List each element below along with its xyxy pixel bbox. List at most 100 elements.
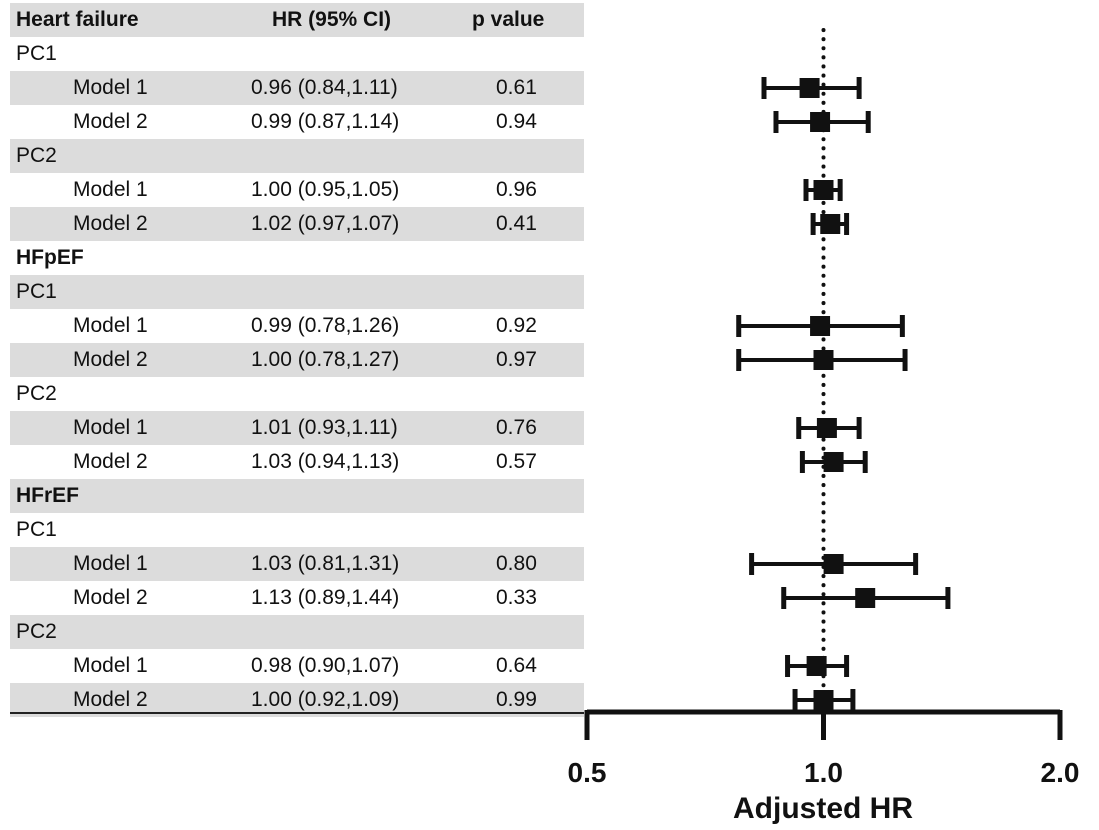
hr-ci-value: 0.99 (0.78,1.26) (251, 314, 400, 337)
p-value: 0.33 (496, 586, 537, 609)
point-marker (823, 554, 844, 574)
row-label: Model 2 (73, 348, 148, 371)
table-row: HFrEF (10, 479, 584, 513)
row-label: HFrEF (16, 484, 79, 507)
point-marker (816, 418, 837, 438)
hr-ci-value: 1.02 (0.97,1.07) (251, 212, 400, 235)
point-marker (813, 690, 834, 710)
table-row: Model 2 1.00 (0.78,1.27) 0.97 (10, 343, 584, 377)
row-label: PC1 (16, 518, 57, 541)
point-marker (823, 452, 844, 472)
ci-point (749, 553, 919, 575)
point-marker (813, 350, 834, 370)
row-label: Model 2 (73, 586, 148, 609)
table-row: HFpEF (10, 241, 584, 275)
row-label: Model 1 (73, 178, 148, 201)
x-tick-label: 2.0 (1041, 757, 1080, 788)
p-value: 0.97 (496, 348, 537, 371)
p-value: 0.76 (496, 416, 537, 439)
row-label: Model 2 (73, 450, 148, 473)
table-row: Model 2 1.02 (0.97,1.07) 0.41 (10, 207, 584, 241)
table-row: PC2 (10, 377, 584, 411)
table-row: PC2 (10, 139, 584, 173)
x-axis: 0.5 1.0 2.0 (568, 709, 1080, 788)
row-label: Model 2 (73, 688, 148, 711)
point-marker (813, 180, 834, 200)
x-axis-label: Adjusted HR (733, 792, 913, 825)
ci-point (785, 655, 850, 677)
point-marker (820, 214, 841, 234)
header-hr-ci: HR (95% CI) (272, 8, 392, 31)
table-row: Model 1 1.00 (0.95,1.05) 0.96 (10, 173, 584, 207)
ci-point (761, 77, 862, 99)
p-value: 0.99 (496, 688, 537, 711)
table-row: PC2 (10, 615, 584, 649)
table-row: Model 2 0.99 (0.87,1.14) 0.94 (10, 105, 584, 139)
p-value: 0.80 (496, 552, 537, 575)
table-row: PC1 (10, 37, 584, 71)
hr-ci-value: 0.99 (0.87,1.14) (251, 110, 400, 133)
table-row: Model 2 1.00 (0.92,1.09) 0.99 (10, 683, 584, 717)
p-value: 0.94 (496, 110, 537, 133)
x-tick-label: 1.0 (804, 757, 843, 788)
point-marker (806, 656, 827, 676)
point-marker (799, 78, 820, 98)
header-heart-failure: Heart failure (16, 8, 139, 31)
hr-ci-value: 1.00 (0.95,1.05) (251, 178, 400, 201)
row-label: Model 1 (73, 314, 148, 337)
hr-ci-value: 1.00 (0.92,1.09) (251, 688, 400, 711)
hr-ci-value: 1.03 (0.81,1.31) (251, 552, 400, 575)
table-row: Model 2 1.13 (0.89,1.44) 0.33 (10, 581, 584, 615)
row-label: PC2 (16, 144, 57, 167)
table-header-row: Heart failure HR (95% CI) p value (10, 3, 584, 37)
hr-ci-value: 1.13 (0.89,1.44) (251, 586, 400, 609)
ci-point (773, 111, 871, 133)
x-tick-label: 0.5 (568, 757, 607, 788)
p-value: 0.41 (496, 212, 537, 235)
row-label: PC2 (16, 620, 57, 643)
hr-ci-value: 1.01 (0.93,1.11) (251, 416, 398, 439)
p-value: 0.64 (496, 654, 537, 677)
table-row: PC1 (10, 275, 584, 309)
table-row: PC1 (10, 513, 584, 547)
ci-point (803, 179, 843, 201)
ci-point (736, 349, 908, 371)
ci-point (736, 315, 905, 337)
row-label: PC1 (16, 280, 57, 303)
table-row: Model 1 0.98 (0.90,1.07) 0.64 (10, 649, 584, 683)
point-marker (810, 112, 831, 132)
table-row: Model 1 0.96 (0.84,1.11) 0.61 (10, 71, 584, 105)
p-value: 0.57 (496, 450, 537, 473)
p-value: 0.92 (496, 314, 537, 337)
hr-ci-value: 0.96 (0.84,1.11) (251, 76, 398, 99)
hr-ci-value: 1.00 (0.78,1.27) (251, 348, 400, 371)
row-label: PC1 (16, 42, 57, 65)
p-value: 0.96 (496, 178, 537, 201)
row-label: Model 2 (73, 110, 148, 133)
point-marker (855, 588, 876, 608)
ci-point (810, 213, 850, 235)
row-label: PC2 (16, 382, 57, 405)
hr-ci-value: 0.98 (0.90,1.07) (251, 654, 400, 677)
table-row: Model 1 1.01 (0.93,1.11) 0.76 (10, 411, 584, 445)
points-layer (736, 77, 951, 711)
table-row: Model 1 1.03 (0.81,1.31) 0.80 (10, 547, 584, 581)
hr-ci-value: 1.03 (0.94,1.13) (251, 450, 400, 473)
p-value: 0.61 (496, 76, 537, 99)
row-label: Model 1 (73, 552, 148, 575)
row-label: Model 2 (73, 212, 148, 235)
table-row: Model 1 0.99 (0.78,1.26) 0.92 (10, 309, 584, 343)
row-label: HFpEF (16, 246, 84, 269)
ci-point (781, 587, 951, 609)
ci-point (796, 417, 862, 439)
row-label: Model 1 (73, 654, 148, 677)
ci-point (792, 689, 856, 711)
table-row: Model 2 1.03 (0.94,1.13) 0.57 (10, 445, 584, 479)
row-label: Model 1 (73, 416, 148, 439)
row-label: Model 1 (73, 76, 148, 99)
ci-point (799, 451, 868, 473)
point-marker (810, 316, 831, 336)
header-p-value: p value (472, 8, 545, 31)
table-bottom-rule (10, 712, 584, 714)
